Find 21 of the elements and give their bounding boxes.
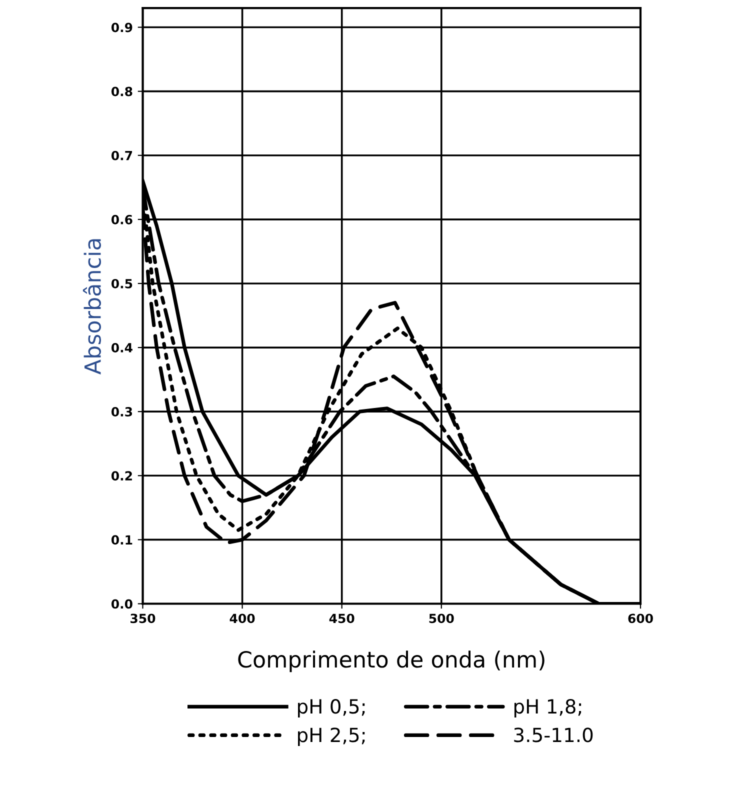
x-tick-label: 600 (628, 614, 653, 624)
y-tick-label: 0.3 (111, 407, 132, 417)
y-tick-label: 0.2 (111, 471, 132, 481)
x-tick-label: 400 (230, 614, 255, 624)
y-tick-label: 0.1 (111, 535, 132, 545)
x-tick-label: 450 (329, 614, 354, 624)
y-tick-label: 0.0 (111, 599, 132, 609)
legend-label: 3.5-11.0 (514, 728, 593, 742)
y-tick-label: 0.8 (111, 86, 132, 96)
y-tick-label: 0.9 (111, 22, 132, 32)
x-tick-label: 500 (429, 614, 454, 624)
legend-label: pH 0,5; (298, 699, 365, 718)
x-axis-title: Comprimento de onda (nm) (238, 650, 544, 672)
x-tick-label: 350 (130, 614, 156, 624)
y-tick-label: 0.5 (111, 278, 132, 288)
y-tick-label: 0.6 (111, 214, 132, 224)
y-axis-title: Absorbância (82, 239, 102, 374)
y-tick-label: 0.7 (111, 150, 132, 160)
y-tick-label: 0.4 (111, 343, 132, 352)
legend-label: pH 2,5; (298, 728, 365, 746)
legend-label: pH 1,8; (514, 699, 582, 718)
